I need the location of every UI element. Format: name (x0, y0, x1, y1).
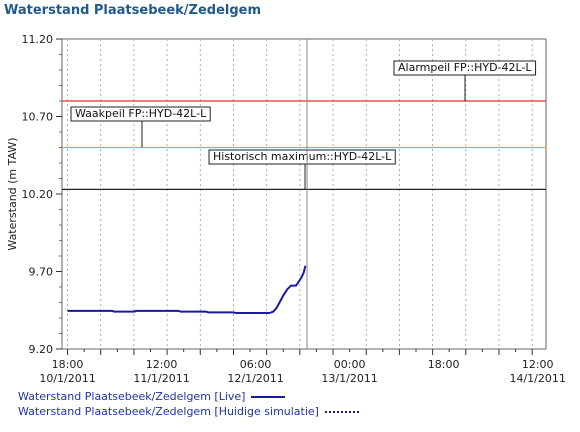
legend-label-live: Waterstand Plaatsebeek/Zedelgem [Live] (18, 390, 246, 403)
plot-frame (61, 38, 547, 350)
x-tick-label-date: 11/1/2011 (133, 372, 189, 385)
reference-label: Alarmpeil FP::HYD-42L-L (398, 61, 532, 74)
y-tick-label: 11.20 (22, 33, 54, 46)
legend-swatch-solid (251, 395, 286, 398)
x-tick-label-time: 12:00 (522, 358, 554, 371)
reference-label: Historisch maximum::HYD-42L-L (213, 150, 392, 163)
y-tick-label: 10.70 (22, 111, 54, 124)
legend-swatch-dotted (324, 410, 359, 413)
series-line-live (67, 265, 307, 315)
water-level-chart: 11.20 10.70 10.20 9.70 9.20 Waterstand (m TAW… (6, 33, 566, 385)
legend-item-live[interactable]: Waterstand Plaatsebeek/Zedelgem [Live] (18, 389, 359, 404)
reference-label-box (393, 60, 537, 76)
reference-label-box (70, 106, 211, 122)
x-tick-label-date: 12/1/2011 (227, 372, 283, 385)
reference-label: Waakpeil FP::HYD-42L-L (75, 107, 207, 120)
x-tick-label-time: 06:00 (240, 358, 272, 371)
x-tick-label-time: 18:00 (428, 358, 460, 371)
legend-item-simulatie[interactable]: Waterstand Plaatsebeek/Zedelgem [Huidige… (18, 404, 359, 419)
x-tick-label-date: 14/1/2011 (509, 372, 565, 385)
y-tick-label: 9.70 (29, 266, 54, 279)
legend-label-simulatie: Waterstand Plaatsebeek/Zedelgem [Huidige… (18, 405, 319, 418)
y-axis-label: Waterstand (m TAW) (6, 137, 19, 250)
x-tick-label-date: 10/1/2011 (39, 372, 95, 385)
reference-label-box (208, 149, 396, 165)
y-tick-label: 9.20 (29, 343, 54, 356)
chart-title: Waterstand Plaatsebeek/Zedelgem (4, 3, 262, 18)
legend: Waterstand Plaatsebeek/Zedelgem [Live] W… (18, 389, 359, 419)
y-tick-label: 10.20 (22, 188, 54, 201)
x-tick-label-time: 12:00 (146, 358, 178, 371)
x-tick-label-date: 13/1/2011 (321, 372, 377, 385)
x-tick-label-time: 18:00 (52, 358, 84, 371)
x-tick-label-time: 00:00 (334, 358, 366, 371)
